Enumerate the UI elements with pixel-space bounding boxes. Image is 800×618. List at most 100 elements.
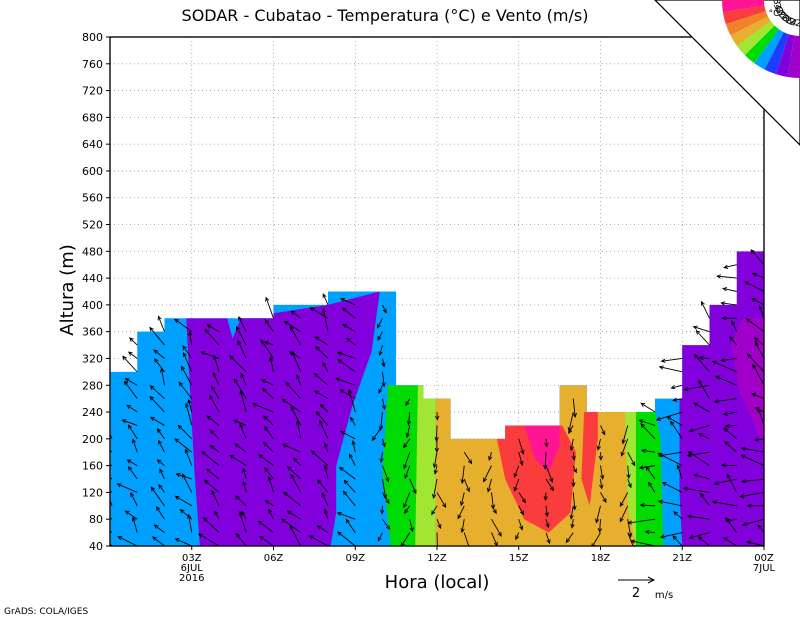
wind-vector — [347, 388, 356, 413]
x-tick-date: 7JUL — [753, 563, 776, 574]
wind-vector — [322, 293, 329, 306]
wind-vector — [752, 363, 764, 386]
wind-vector — [488, 452, 493, 461]
wind-vector — [409, 519, 414, 533]
wind-vector — [750, 249, 764, 266]
wind-vector — [565, 532, 574, 544]
wind-vector — [156, 459, 165, 466]
wind-vector — [695, 329, 710, 346]
wind-vector — [321, 492, 329, 507]
wind-vector — [572, 398, 577, 418]
wind-vector — [711, 500, 737, 507]
y-tick-label: 40 — [89, 540, 103, 553]
wind-vector — [343, 479, 356, 493]
wind-vector — [123, 380, 138, 399]
x-tick-label: 03Z — [182, 553, 202, 564]
wind-vector — [156, 428, 165, 440]
wind-vector — [149, 395, 165, 413]
wind-vector — [265, 296, 274, 319]
wind-vector — [182, 473, 193, 493]
wind-vector — [658, 365, 683, 373]
y-tick-label: 240 — [82, 406, 103, 419]
wind-vector — [129, 337, 138, 346]
wind-vector — [187, 330, 193, 346]
wind-vector — [257, 520, 274, 533]
wind-vector — [336, 512, 356, 520]
wind-vector — [640, 423, 656, 440]
wind-vector — [182, 345, 193, 359]
x-tick-label: 21Z — [672, 553, 692, 564]
wind-vector — [692, 325, 710, 333]
wind-vector — [693, 353, 710, 373]
wind-vector — [381, 398, 386, 410]
wind-vector — [463, 451, 473, 465]
wind-vector — [335, 377, 356, 386]
y-tick-label: 280 — [82, 379, 103, 392]
wind-vector — [405, 425, 411, 439]
wind-vector — [322, 361, 329, 373]
wind-vector — [404, 505, 411, 514]
wind-vector — [264, 467, 274, 480]
wind-vector — [545, 465, 554, 483]
wind-vector — [317, 479, 329, 493]
y-tick-label: 400 — [82, 299, 103, 312]
wind-vector — [174, 538, 192, 546]
y-tick-label: 560 — [82, 192, 103, 205]
wind-vector — [436, 532, 438, 546]
wind-vector — [724, 423, 737, 429]
wind-vector — [342, 323, 356, 333]
wind-vector — [598, 452, 603, 461]
wind-vector — [286, 465, 302, 480]
wind-vector — [158, 439, 165, 453]
wind-vector — [729, 336, 738, 346]
legend-swatch — [764, 32, 789, 75]
wind-vector — [600, 425, 606, 436]
wind-vector — [267, 476, 274, 493]
wind-vector — [378, 344, 383, 357]
wind-vector — [460, 519, 465, 534]
wind-vector — [726, 473, 738, 493]
wind-vector — [569, 505, 574, 520]
wind-vector — [158, 484, 165, 493]
reference-vector-value: 2 — [632, 586, 640, 601]
wind-vector — [235, 532, 247, 546]
wind-vector — [309, 307, 329, 319]
wind-vector — [348, 453, 356, 466]
wind-vector — [350, 416, 356, 426]
wind-vector — [380, 505, 385, 515]
wind-vector — [697, 433, 710, 440]
wind-vector — [290, 310, 302, 319]
wind-vector — [283, 321, 301, 333]
wind-vector — [268, 508, 274, 520]
wind-vector — [750, 392, 764, 400]
wind-vector — [290, 473, 302, 493]
wind-vector — [569, 438, 574, 452]
wind-vector — [153, 349, 165, 359]
wind-vector — [174, 438, 193, 453]
wind-vector — [720, 463, 737, 468]
wind-vector — [641, 448, 656, 453]
wind-vector — [234, 443, 247, 453]
wind-vector — [209, 429, 220, 440]
x-tick-date: 6JUL — [181, 563, 204, 574]
wind-vector — [151, 536, 165, 546]
region-afternoon-pink — [524, 425, 560, 473]
wind-vector — [264, 500, 274, 507]
wind-vector — [174, 495, 192, 507]
wind-vector — [323, 508, 329, 520]
wind-vector — [242, 480, 247, 493]
wind-vector — [241, 510, 247, 520]
wind-vector — [567, 411, 574, 433]
wind-vector — [127, 424, 138, 440]
wind-vector — [599, 478, 604, 490]
wind-vector — [149, 326, 165, 346]
wind-vector — [659, 532, 683, 539]
wind-vector — [741, 518, 764, 527]
wind-vector — [670, 420, 683, 440]
wind-vector — [289, 524, 302, 546]
wind-vector — [202, 517, 220, 533]
legend-unit: °C — [769, 9, 780, 19]
wind-vector — [201, 450, 220, 466]
wind-vector — [753, 437, 764, 442]
